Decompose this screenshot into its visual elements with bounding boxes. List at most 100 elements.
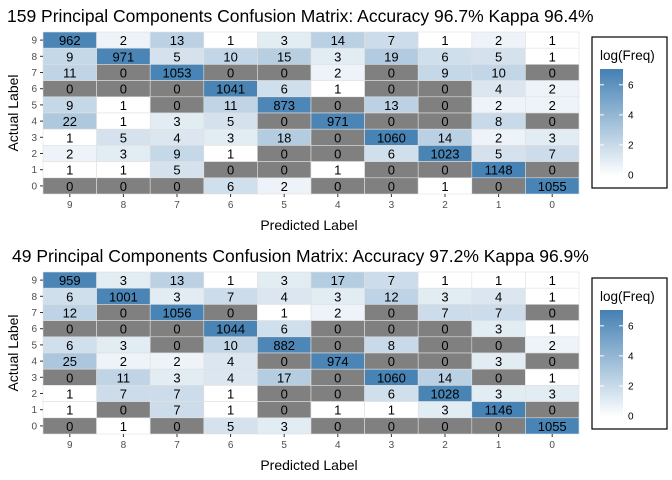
cell-label: 0 bbox=[334, 147, 341, 162]
y-tick-label: 9 bbox=[31, 276, 37, 287]
colorbar-segment bbox=[600, 76, 623, 81]
colorbar-segment bbox=[600, 106, 623, 110]
cell-label: 0 bbox=[495, 370, 502, 385]
cell-label: 2 bbox=[495, 33, 502, 48]
cell-label: 0 bbox=[549, 163, 556, 178]
y-tick-label: 9 bbox=[31, 36, 37, 47]
colorbar-segment bbox=[600, 323, 623, 327]
chart-title-2: 49 Principal Components Confusion Matrix… bbox=[12, 246, 589, 266]
cell-label: 0 bbox=[334, 179, 341, 194]
colorbar-segment bbox=[600, 331, 623, 335]
legend-colorbar-2: 0 2 4 6 bbox=[600, 310, 634, 423]
cell-label: 2 bbox=[173, 354, 180, 369]
colorbar-segment bbox=[600, 111, 623, 115]
cell-label: 1 bbox=[549, 33, 556, 48]
cell-label: 3 bbox=[120, 147, 127, 162]
cell-label: 0 bbox=[227, 163, 234, 178]
colorbar-segment bbox=[600, 95, 623, 99]
colorbar-segment bbox=[600, 394, 623, 399]
x-tick-label: 6 bbox=[228, 200, 234, 211]
cell-label: 0 bbox=[441, 82, 448, 97]
x-tick-label: 3 bbox=[389, 440, 395, 451]
cell-label: 1 bbox=[227, 147, 234, 162]
cell-label: 0 bbox=[66, 82, 73, 97]
cell-label: 962 bbox=[59, 33, 81, 48]
cell-label: 0 bbox=[173, 322, 180, 337]
cell-label: 1 bbox=[388, 403, 395, 418]
cell-label: 13 bbox=[170, 33, 184, 48]
cell-label: 0 bbox=[281, 147, 288, 162]
cell-label: 7 bbox=[173, 403, 180, 418]
legend-break-label: 6 bbox=[628, 321, 634, 332]
cell-label: 4 bbox=[227, 354, 234, 369]
cell-label: 7 bbox=[549, 147, 556, 162]
cell-label: 1 bbox=[120, 163, 127, 178]
cell-label: 7 bbox=[495, 306, 502, 321]
cell-label: 1044 bbox=[216, 322, 245, 337]
colorbar-segment bbox=[600, 79, 623, 83]
cell-label: 0 bbox=[388, 179, 395, 194]
cell-label: 1 bbox=[66, 130, 73, 145]
x-tick-label: 4 bbox=[335, 200, 341, 211]
cell-label: 3 bbox=[173, 114, 180, 129]
cell-label: 1060 bbox=[377, 370, 406, 385]
cell-label: 0 bbox=[441, 163, 448, 178]
cell-label: 6 bbox=[388, 387, 395, 402]
confusion-matrix-panel-2: 49 Principal Components Confusion Matrix… bbox=[5, 246, 668, 473]
cell-label: 0 bbox=[388, 419, 395, 434]
cell-label: 1 bbox=[120, 114, 127, 129]
cell-label: 9 bbox=[66, 49, 73, 64]
cell-label: 1023 bbox=[431, 147, 460, 162]
colorbar-segment bbox=[600, 355, 623, 359]
colorbar-segment bbox=[600, 140, 623, 144]
x-tick-label: 9 bbox=[67, 200, 73, 211]
colorbar-segment bbox=[600, 392, 623, 396]
cell-label: 1 bbox=[66, 387, 73, 402]
cell-label: 22 bbox=[63, 114, 77, 129]
cell-label: 1056 bbox=[163, 306, 192, 321]
y-tick-label: 5 bbox=[31, 100, 37, 111]
cell-label: 0 bbox=[334, 387, 341, 402]
colorbar-segment bbox=[600, 172, 623, 176]
x-axis-label-2: Predicted Label bbox=[260, 457, 357, 473]
cell-label: 0 bbox=[334, 370, 341, 385]
cell-label: 873 bbox=[273, 98, 295, 113]
x-tick-label: 6 bbox=[228, 440, 234, 451]
cell-label: 0 bbox=[495, 338, 502, 353]
cell-label: 3 bbox=[173, 289, 180, 304]
cell-label: 6 bbox=[66, 289, 73, 304]
cell-label: 13 bbox=[384, 98, 398, 113]
legend-1: log(Freq) 0 2 4 6 bbox=[591, 36, 668, 189]
cell-label: 14 bbox=[438, 130, 452, 145]
colorbar-segment bbox=[600, 69, 623, 73]
cell-label: 1 bbox=[66, 163, 73, 178]
colorbar-segment bbox=[600, 413, 623, 417]
cell-label: 0 bbox=[441, 419, 448, 434]
colorbar-segment bbox=[600, 402, 623, 406]
confusion-matrix-panel-1: 159 Principal Components Confusion Matri… bbox=[5, 6, 668, 233]
cell-label: 5 bbox=[173, 163, 180, 178]
y-tick-label: 3 bbox=[31, 133, 37, 144]
x-tick-label: 1 bbox=[496, 200, 502, 211]
colorbar-segment bbox=[600, 352, 623, 356]
colorbar-segment bbox=[600, 119, 623, 123]
x-tick-label: 3 bbox=[389, 200, 395, 211]
cell-label: 0 bbox=[334, 419, 341, 434]
legend-break-label: 4 bbox=[628, 351, 634, 362]
colorbar-segment bbox=[600, 103, 623, 107]
heatmap-panel-2: 959 3 13 1 3 17 7 1 1 16 1001 3 7 4 3 12 3 4 112 0 1056 0 1 2 0 7… bbox=[31, 271, 580, 451]
x-axis-label-1: Predicted Label bbox=[260, 217, 357, 233]
colorbar-segment bbox=[600, 116, 623, 120]
cell-label: 19 bbox=[384, 49, 398, 64]
cell-label: 17 bbox=[277, 370, 291, 385]
cell-label: 3 bbox=[441, 289, 448, 304]
cell-label: 6 bbox=[66, 338, 73, 353]
cell-label: 3 bbox=[495, 387, 502, 402]
colorbar-segment bbox=[600, 124, 623, 128]
colorbar-segment bbox=[600, 135, 623, 139]
cell-label: 971 bbox=[327, 114, 349, 129]
cell-label: 5 bbox=[120, 130, 127, 145]
cell-label: 0 bbox=[281, 403, 288, 418]
colorbar-segment bbox=[600, 169, 623, 173]
colorbar-segment bbox=[600, 132, 623, 136]
